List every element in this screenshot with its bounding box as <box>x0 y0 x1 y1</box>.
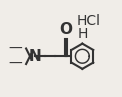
Text: O: O <box>59 22 72 37</box>
Text: N: N <box>28 49 41 64</box>
Text: —: — <box>8 57 22 71</box>
Text: —: — <box>8 42 22 56</box>
Text: H: H <box>78 27 88 41</box>
Text: HCl: HCl <box>76 14 100 28</box>
